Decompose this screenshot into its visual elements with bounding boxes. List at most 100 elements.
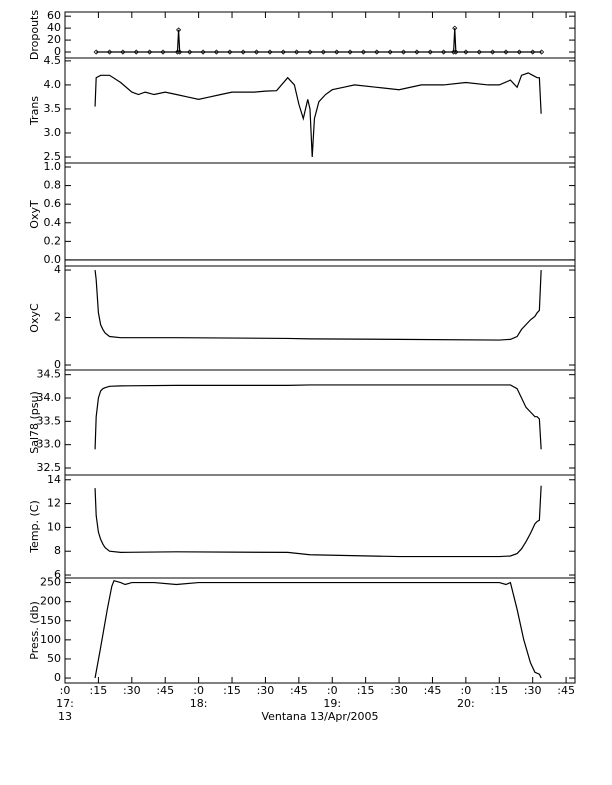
- y-tick-label: 10: [47, 520, 61, 533]
- data-marker: [427, 49, 433, 55]
- data-marker: [267, 49, 273, 55]
- y-tick-label: 0.4: [44, 216, 62, 229]
- data-marker: [463, 49, 469, 55]
- x-tick-label: :45: [424, 684, 442, 697]
- data-marker: [93, 49, 99, 55]
- x-hour-label: 17:: [56, 697, 74, 710]
- y-tick-label: 32.5: [37, 461, 62, 474]
- y-tick-label: 4: [54, 263, 61, 276]
- y-tick-label: 200: [40, 595, 61, 608]
- data-marker: [147, 49, 153, 55]
- y-tick-label: 40: [47, 21, 61, 34]
- y-axis-label: OxyT: [28, 200, 41, 229]
- x-tick-label: :15: [223, 684, 241, 697]
- data-marker: [200, 49, 206, 55]
- x-day-label: 13: [58, 710, 72, 723]
- y-tick-label: 50: [47, 652, 61, 665]
- data-marker: [516, 49, 522, 55]
- data-marker: [453, 49, 459, 55]
- y-tick-label: 4.5: [44, 54, 62, 67]
- data-marker: [280, 49, 286, 55]
- data-marker: [307, 49, 313, 55]
- x-axis-label: Ventana 13/Apr/2005: [261, 710, 378, 723]
- data-marker: [503, 49, 509, 55]
- y-tick-label: 0.2: [44, 234, 62, 247]
- data-marker: [174, 49, 181, 55]
- data-marker: [490, 49, 496, 55]
- y-axis-label: Press. (db): [28, 601, 41, 660]
- data-marker: [106, 49, 113, 55]
- data-line: [94, 269, 542, 341]
- data-marker: [400, 49, 407, 55]
- y-axis-label: Dropouts: [28, 10, 41, 60]
- data-marker: [176, 27, 182, 33]
- x-tick-label: :15: [357, 684, 375, 697]
- data-marker: [387, 49, 393, 55]
- y-tick-label: 0: [54, 45, 61, 58]
- data-marker: [227, 49, 233, 55]
- data-marker: [441, 49, 447, 55]
- y-tick-label: 0: [54, 671, 61, 684]
- data-marker: [539, 49, 545, 55]
- x-tick-label: :15: [490, 684, 508, 697]
- data-marker: [120, 49, 126, 55]
- data-marker: [213, 49, 220, 55]
- data-marker: [360, 49, 366, 55]
- y-axis-label: OxyC: [28, 303, 41, 333]
- x-tick-label: :0: [60, 684, 71, 697]
- y-tick-label: 100: [40, 633, 61, 646]
- x-tick-label: :45: [156, 684, 174, 697]
- data-line: [94, 72, 542, 158]
- data-marker: [177, 49, 183, 55]
- y-tick-label: 3.5: [44, 102, 62, 115]
- y-tick-label: 2: [54, 311, 61, 324]
- y-tick-label: 3.0: [44, 126, 62, 139]
- x-tick-label: :0: [461, 684, 472, 697]
- panel-frame: [64, 577, 576, 684]
- y-tick-label: 2.5: [44, 150, 62, 163]
- x-tick-label: :0: [193, 684, 204, 697]
- y-tick-label: 150: [40, 614, 61, 627]
- y-tick-label: 0.0: [44, 253, 62, 266]
- x-hour-label: 18:: [190, 697, 208, 710]
- data-line: [94, 579, 542, 679]
- data-marker: [476, 49, 482, 55]
- y-tick-label: 33.5: [37, 414, 62, 427]
- y-tick-label: 0: [54, 358, 61, 371]
- x-tick-label: :30: [390, 684, 408, 697]
- y-tick-label: 0.8: [44, 179, 62, 192]
- y-axis-label: Sal78 (psu): [28, 391, 41, 454]
- data-line: [94, 485, 542, 558]
- data-marker: [253, 49, 260, 55]
- data-marker: [320, 49, 326, 55]
- y-tick-label: 20: [47, 33, 61, 46]
- x-tick-label: :0: [327, 684, 338, 697]
- y-tick-label: 12: [47, 497, 61, 510]
- data-marker: [187, 49, 193, 55]
- data-marker: [347, 49, 353, 55]
- data-marker: [160, 49, 166, 55]
- data-marker: [452, 25, 458, 31]
- y-tick-label: 0.6: [44, 197, 62, 210]
- x-tick-label: :45: [557, 684, 575, 697]
- x-tick-label: :15: [90, 684, 108, 697]
- data-marker: [530, 49, 536, 55]
- y-tick-label: 250: [40, 576, 61, 589]
- data-marker: [451, 49, 457, 55]
- data-line: [94, 384, 542, 450]
- y-tick-label: 34.5: [37, 368, 62, 381]
- data-marker: [334, 49, 340, 55]
- y-axis-label: Trans: [28, 96, 41, 126]
- data-marker: [414, 49, 420, 55]
- data-marker: [294, 49, 300, 55]
- x-tick-label: :30: [123, 684, 141, 697]
- y-tick-label: 8: [54, 544, 61, 557]
- data-marker: [374, 49, 380, 55]
- data-line: [96, 28, 542, 53]
- y-axis-label: Temp. (C): [28, 500, 41, 554]
- x-hour-label: 19:: [323, 697, 341, 710]
- x-tick-label: :30: [257, 684, 275, 697]
- x-tick-label: :30: [524, 684, 542, 697]
